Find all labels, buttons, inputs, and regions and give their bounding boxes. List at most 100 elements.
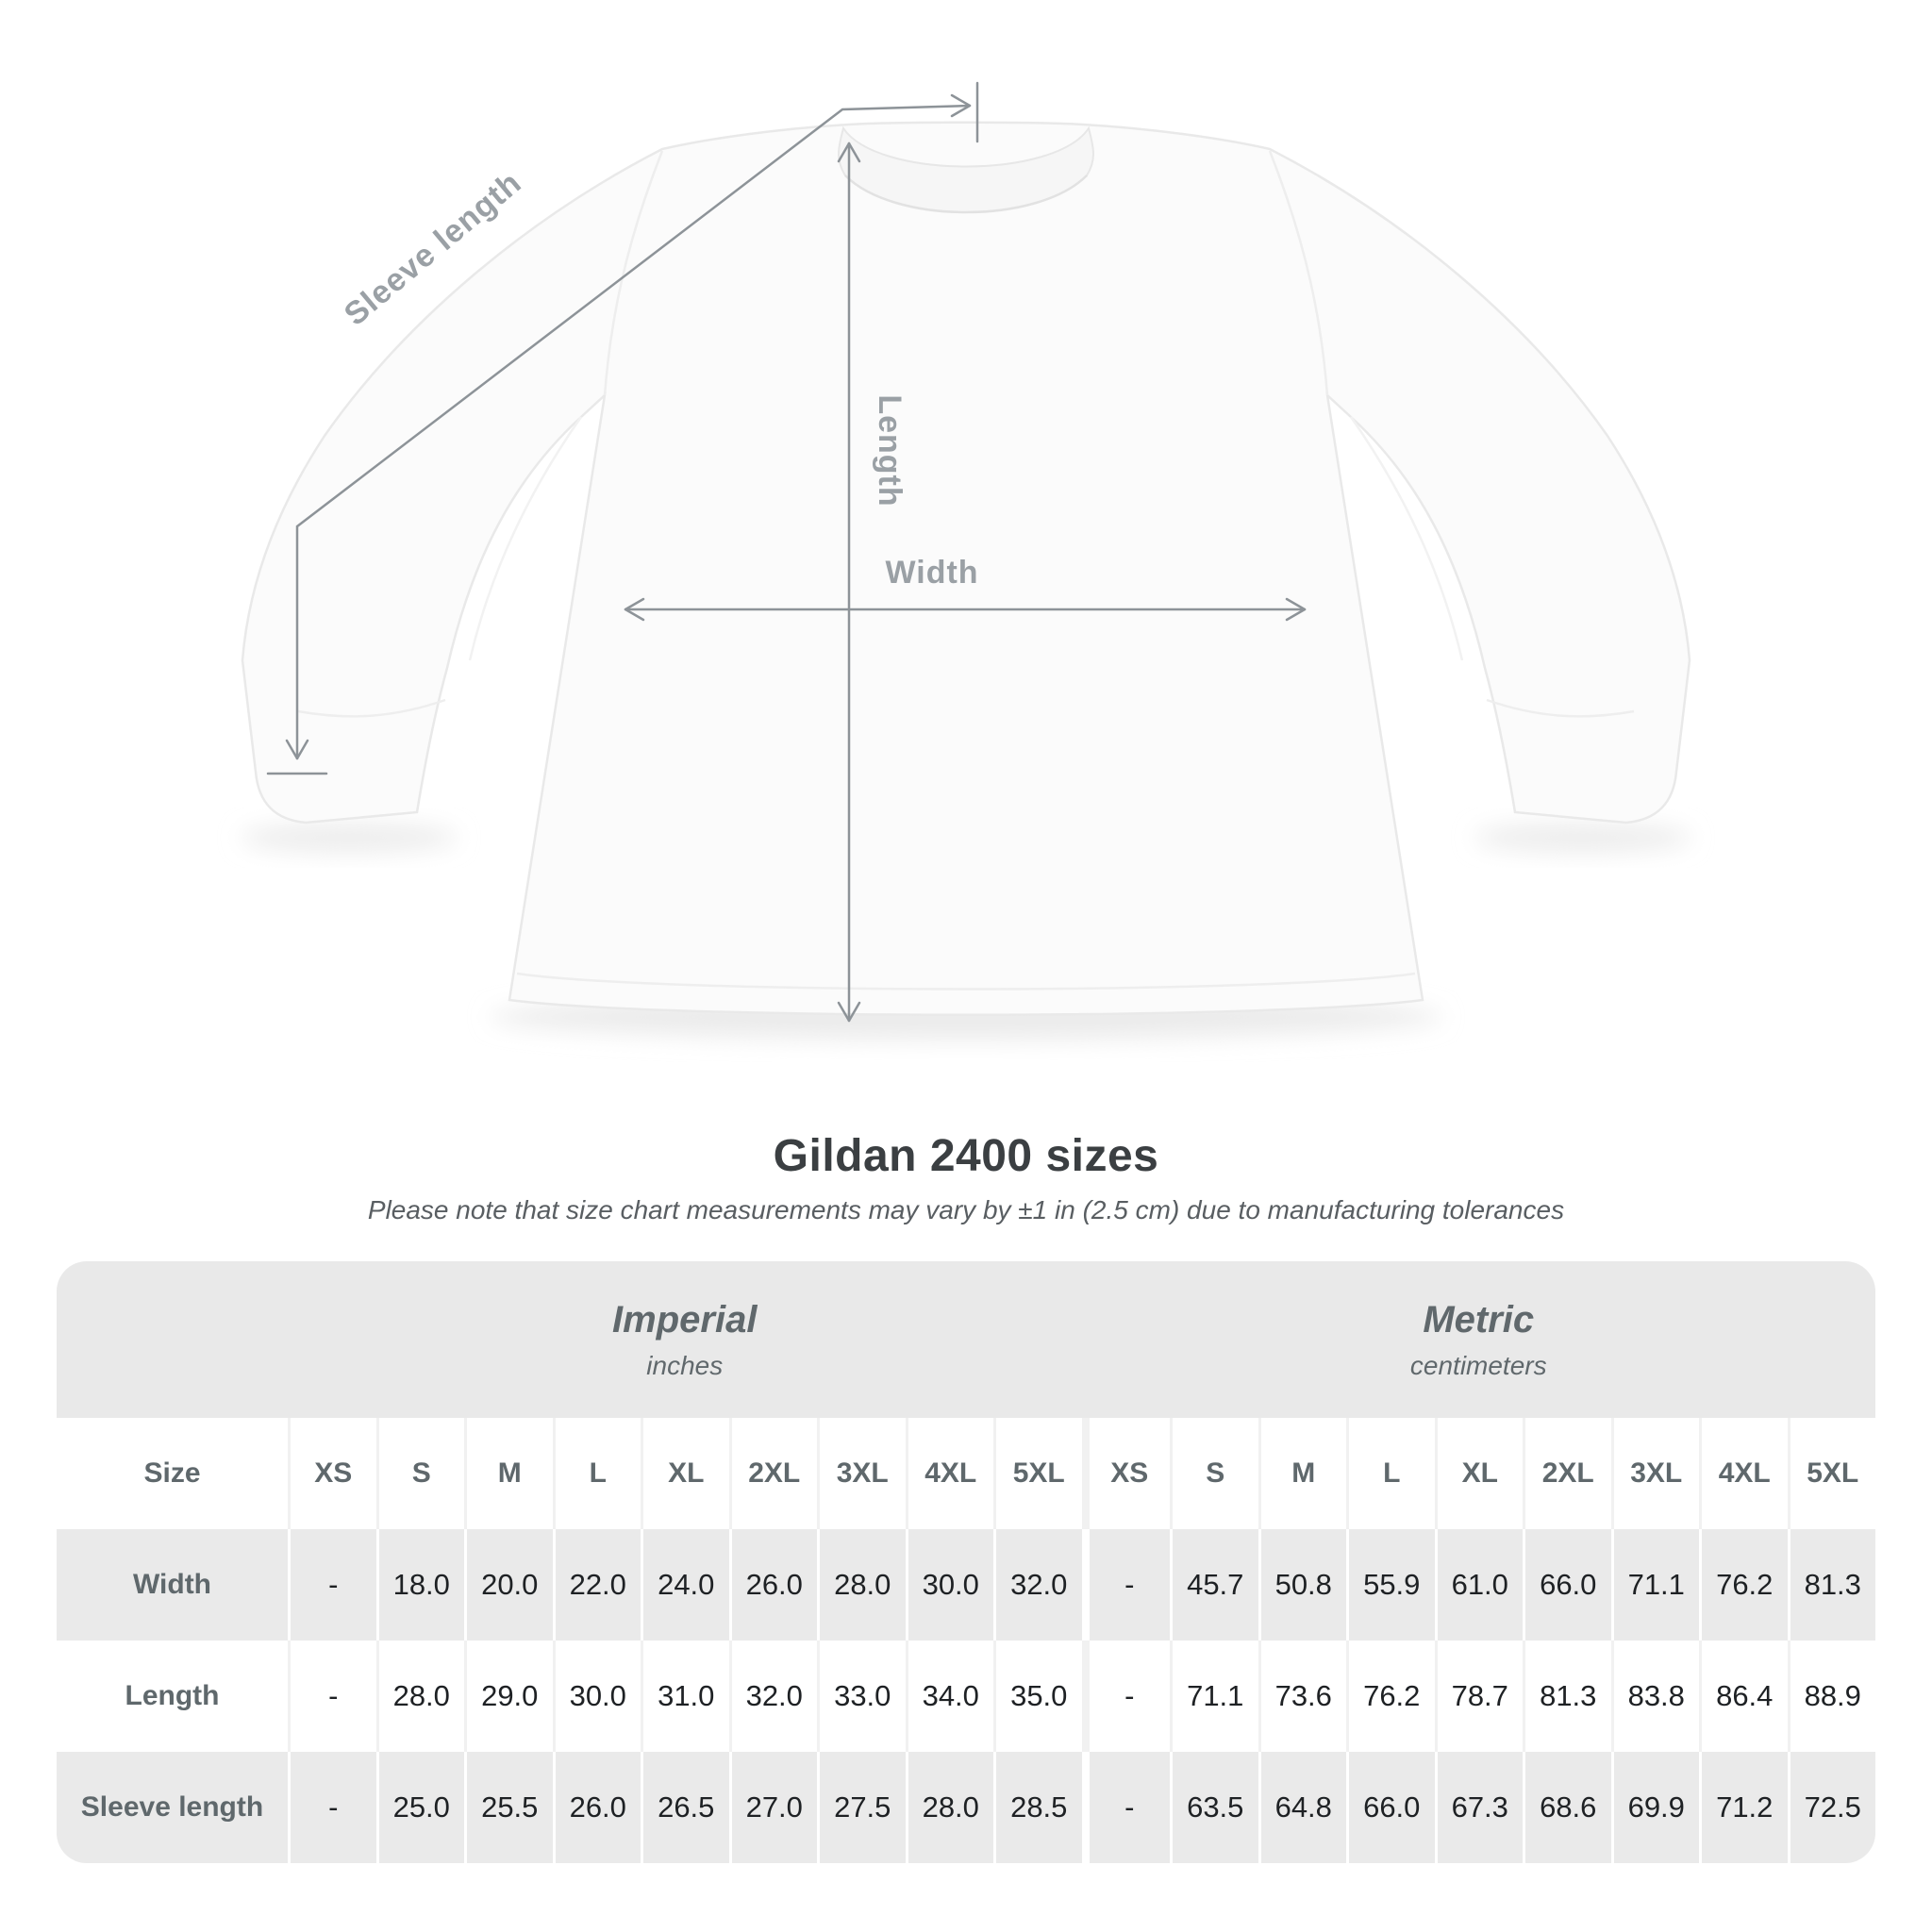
value-cell: 22.0 <box>552 1529 641 1641</box>
value-cell: 25.5 <box>464 1752 553 1863</box>
value-cell: 71.1 <box>1170 1641 1258 1752</box>
size-column-header: M <box>1257 1418 1347 1529</box>
value-cell: 32.0 <box>993 1529 1082 1641</box>
value-cell: - <box>288 1529 376 1641</box>
value-cell: 45.7 <box>1170 1529 1258 1641</box>
value-cell: 66.0 <box>1523 1529 1611 1641</box>
value-cell: 26.0 <box>728 1529 818 1641</box>
size-column-header: S <box>375 1418 465 1529</box>
unit-band: Imperial inches Metric centimeters <box>57 1261 1875 1418</box>
value-cell: 20.0 <box>464 1529 553 1641</box>
value-cell: 26.0 <box>552 1752 641 1863</box>
value-cell: 83.8 <box>1610 1641 1700 1752</box>
unit-band-spacer <box>57 1261 288 1418</box>
value-cell: 28.0 <box>817 1529 906 1641</box>
imperial-sublabel: inches <box>646 1350 724 1380</box>
size-column-header: S <box>1170 1418 1258 1529</box>
value-cell: 32.0 <box>728 1641 818 1752</box>
value-cell: 18.0 <box>375 1529 465 1641</box>
left-cuff-shadow <box>241 823 458 853</box>
length-label: Length <box>872 394 908 507</box>
size-column-header: 3XL <box>1610 1418 1700 1529</box>
value-cell: 35.0 <box>993 1641 1082 1752</box>
value-cell: 61.0 <box>1434 1529 1524 1641</box>
value-cell: 66.0 <box>1346 1752 1435 1863</box>
table-row-length: Length -28.0 29.0 30.0 31.0 32.0 33.0 34.0 35.0… <box>57 1641 1875 1752</box>
collar <box>838 125 1094 214</box>
size-column-header: XS <box>288 1418 376 1529</box>
value-cell: 69.9 <box>1610 1752 1700 1863</box>
metric-label: Metric <box>1423 1298 1535 1341</box>
value-cell: 78.7 <box>1434 1641 1524 1752</box>
value-cell: 71.1 <box>1610 1529 1700 1641</box>
size-table: Imperial inches Metric centimeters Size … <box>57 1261 1875 1863</box>
value-cell: 88.9 <box>1787 1641 1876 1752</box>
value-cell: 55.9 <box>1346 1529 1435 1641</box>
shirt-measurement-diagram: Sleeve length Length Width <box>241 81 1691 1040</box>
unit-group-imperial: Imperial inches <box>288 1261 1082 1418</box>
value-cell: 29.0 <box>464 1641 553 1752</box>
value-cell: - <box>1081 1752 1171 1863</box>
shirt-illustration: Sleeve length Length Width <box>241 81 1691 1040</box>
length-arrow <box>837 142 861 1023</box>
size-column-header: 4XL <box>905 1418 994 1529</box>
page-title: Gildan 2400 sizes <box>773 1131 1159 1181</box>
size-header-row: Size XS S M L XL 2XL 3XL 4XL 5XL XS S M L XL 2XL 3XL 4XL… <box>57 1418 1875 1529</box>
size-column-header: 3XL <box>817 1418 906 1529</box>
row-label: Length <box>125 1680 220 1711</box>
value-cell: 24.0 <box>641 1529 729 1641</box>
value-cell: 63.5 <box>1170 1752 1258 1863</box>
value-cell: 34.0 <box>905 1641 994 1752</box>
value-cell: 50.8 <box>1257 1529 1347 1641</box>
size-column-header: 4XL <box>1699 1418 1788 1529</box>
value-cell: 73.6 <box>1257 1641 1347 1752</box>
unit-group-metric: Metric centimeters <box>1082 1261 1876 1418</box>
imperial-label: Imperial <box>612 1298 758 1341</box>
row-label: Sleeve length <box>80 1791 264 1823</box>
value-cell: 31.0 <box>641 1641 729 1752</box>
value-cell: 68.6 <box>1523 1752 1611 1863</box>
size-column-header: 5XL <box>1787 1418 1876 1529</box>
size-column-header: XL <box>1434 1418 1524 1529</box>
title-block: Gildan 2400 sizes Please note that size … <box>0 1130 1932 1225</box>
value-cell: 26.5 <box>641 1752 729 1863</box>
table-row-width: Width -18.0 20.0 22.0 24.0 26.0 28.0 30.0 32.0-… <box>57 1529 1875 1641</box>
size-column-header: L <box>552 1418 641 1529</box>
page-subtitle: Please note that size chart measurements… <box>367 1195 1565 1224</box>
sleeve-length-arrow <box>266 81 979 775</box>
value-cell: 76.2 <box>1699 1529 1788 1641</box>
size-column-header: M <box>464 1418 553 1529</box>
value-cell: 28.5 <box>993 1752 1082 1863</box>
value-cell: 33.0 <box>817 1641 906 1752</box>
value-cell: - <box>288 1752 376 1863</box>
value-cell: 67.3 <box>1434 1752 1524 1863</box>
value-cell: 76.2 <box>1346 1641 1435 1752</box>
size-column-header: XS <box>1081 1418 1171 1529</box>
size-column-header: XL <box>641 1418 729 1529</box>
measurement-lines <box>266 81 1307 1023</box>
value-cell: 27.5 <box>817 1752 906 1863</box>
value-cell: 72.5 <box>1787 1752 1876 1863</box>
row-label: Width <box>132 1569 212 1600</box>
metric-sublabel: centimeters <box>1409 1350 1547 1380</box>
shirt-seams <box>297 150 1635 991</box>
value-cell: 81.3 <box>1787 1529 1876 1641</box>
value-cell: - <box>1081 1641 1171 1752</box>
value-cell: 28.0 <box>905 1752 994 1863</box>
width-label: Width <box>885 555 978 591</box>
size-column-header: L <box>1346 1418 1435 1529</box>
right-cuff-shadow <box>1474 823 1691 853</box>
size-column-header: 2XL <box>728 1418 818 1529</box>
shirt-body <box>241 121 1691 1016</box>
value-cell: 81.3 <box>1523 1641 1611 1752</box>
value-cell: 86.4 <box>1699 1641 1788 1752</box>
value-cell: 30.0 <box>552 1641 641 1752</box>
value-cell: - <box>1081 1529 1171 1641</box>
value-cell: 71.2 <box>1699 1752 1788 1863</box>
value-cell: 28.0 <box>375 1641 465 1752</box>
value-cell: 27.0 <box>728 1752 818 1863</box>
value-cell: 30.0 <box>905 1529 994 1641</box>
value-cell: 25.0 <box>375 1752 465 1863</box>
size-header-label: Size <box>143 1457 201 1489</box>
value-cell: - <box>288 1641 376 1752</box>
